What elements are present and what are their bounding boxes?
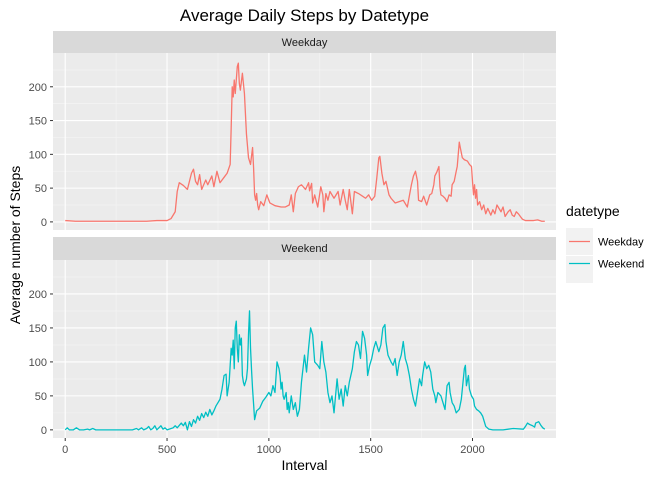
x-tick-label: 1000 <box>257 444 281 456</box>
panel-2-y-axis: 0 50 100 150 200 <box>29 289 53 437</box>
y-tick-label: 50 <box>35 183 47 195</box>
legend-title: datetype <box>566 203 620 219</box>
x-tick-label: 2000 <box>460 444 484 456</box>
x-tick-label: 500 <box>158 444 176 456</box>
panel-1-grid <box>53 53 556 230</box>
panel-2-series <box>64 310 546 431</box>
series-line-weekday <box>65 62 545 222</box>
y-tick-label: 0 <box>41 217 47 229</box>
panel-1-series <box>65 62 545 222</box>
x-tick-label: 0 <box>62 444 68 456</box>
y-tick-label: 100 <box>29 357 47 369</box>
y-axis-title: Average number of Steps <box>7 166 23 325</box>
panel-1-strip-label: Weekday <box>282 37 328 49</box>
legend-label-weekend: Weekend <box>598 259 644 271</box>
y-tick-label: 150 <box>29 323 47 335</box>
series-line-weekend <box>64 310 546 431</box>
panel-1-y-axis: 0 50 100 150 200 <box>29 82 53 229</box>
legend: datetype Weekday Weekend <box>566 203 644 283</box>
panel-1-strip <box>53 31 556 53</box>
panel-2-background <box>53 260 556 438</box>
chart-title: Average Daily Steps by Datetype <box>180 6 429 25</box>
y-tick-label: 0 <box>41 425 47 437</box>
y-tick-label: 50 <box>35 391 47 403</box>
x-axis-title: Interval <box>282 457 328 473</box>
panel-2-strip <box>53 237 556 260</box>
x-axis: 0 500 1000 1500 2000 <box>62 438 485 456</box>
x-tick-label: 1500 <box>358 444 382 456</box>
y-tick-label: 100 <box>29 149 47 161</box>
legend-key-weekend <box>566 256 593 283</box>
panel-2-strip-label: Weekend <box>281 243 327 255</box>
legend-label-weekday: Weekday <box>598 237 644 249</box>
y-tick-label: 200 <box>29 82 47 94</box>
panel-2-grid <box>53 260 556 438</box>
y-tick-label: 150 <box>29 116 47 128</box>
y-tick-label: 200 <box>29 289 47 301</box>
